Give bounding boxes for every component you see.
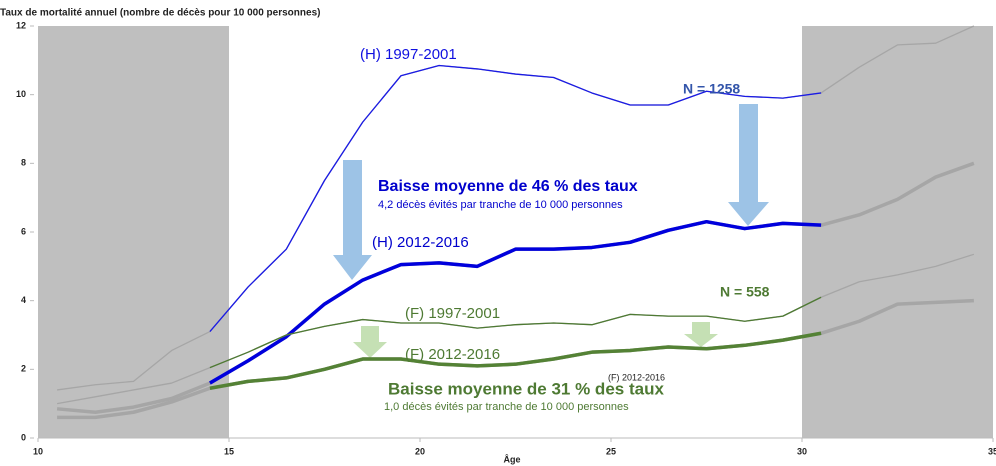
- series-label: (H) 2012-2016: [372, 234, 469, 251]
- arrow: [728, 104, 769, 226]
- annotation: 4,2 décès évités par tranche de 10 000 p…: [378, 199, 623, 211]
- arrow: [353, 326, 387, 358]
- arrow: [684, 322, 718, 347]
- annotation: Baisse moyenne de 31 % des taux: [388, 379, 664, 398]
- y-tick-label: 12: [16, 20, 26, 30]
- series-label: (F) 2012-2016: [405, 346, 500, 363]
- plot-layer: [56, 25, 975, 420]
- background-layer: 0 2 4 6 8 10 12 10 15 20 25 30 35: [16, 20, 996, 456]
- x-tick-label: 15: [224, 446, 234, 456]
- y-tick-label: 10: [16, 89, 26, 99]
- annotation: N = 1258: [683, 81, 740, 97]
- x-tick-label: 30: [797, 446, 807, 456]
- y-tick-label: 8: [21, 158, 26, 168]
- series-label: (H) 1997-2001: [360, 46, 457, 63]
- y-tick-label: 6: [21, 226, 26, 236]
- annotation: (F) 2012-2016: [608, 372, 665, 382]
- y-tick-label: 4: [21, 295, 26, 305]
- x-tick-label: 25: [606, 446, 616, 456]
- y-tick-label: 2: [21, 364, 26, 374]
- series-line: [209, 331, 822, 390]
- series-line: [209, 64, 822, 332]
- chart-title: Taux de mortalité annuel (nombre de décè…: [0, 8, 320, 19]
- series-label: (F) 1997-2001: [405, 305, 500, 322]
- series-line: [209, 296, 822, 369]
- arrows: [333, 104, 769, 358]
- annotation: N = 558: [720, 284, 770, 300]
- x-tick-label: 35: [988, 446, 996, 456]
- x-tick-label: 10: [33, 446, 43, 456]
- annotation: Baisse moyenne de 46 % des taux: [378, 178, 638, 195]
- series-line: [209, 219, 822, 385]
- x-tick-label: 20: [415, 446, 425, 456]
- arrow: [333, 160, 372, 280]
- x-axis-label: Âge: [503, 453, 520, 464]
- shaded-region: [802, 26, 993, 438]
- shaded-region: [38, 26, 229, 438]
- annotation: 1,0 décès évités par tranche de 10 000 p…: [384, 401, 629, 413]
- y-tick-label: 0: [21, 432, 26, 442]
